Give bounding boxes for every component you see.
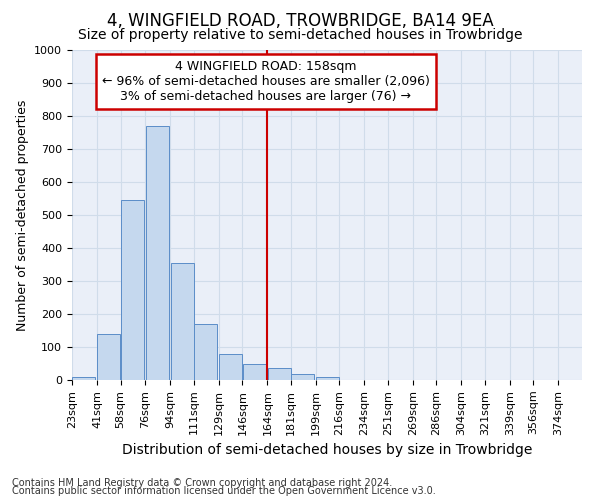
Bar [72,376,95,380]
Bar [121,200,144,380]
Text: Size of property relative to semi-detached houses in Trowbridge: Size of property relative to semi-detach… [78,28,522,42]
Bar [170,263,194,380]
Y-axis label: Number of semi-detached properties: Number of semi-detached properties [16,100,29,330]
X-axis label: Distribution of semi-detached houses by size in Trowbridge: Distribution of semi-detached houses by … [122,443,532,457]
Text: Contains public sector information licensed under the Open Government Licence v3: Contains public sector information licen… [12,486,436,496]
Text: 4, WINGFIELD ROAD, TROWBRIDGE, BA14 9EA: 4, WINGFIELD ROAD, TROWBRIDGE, BA14 9EA [107,12,493,30]
Bar [291,374,314,380]
Bar [268,368,291,380]
Bar [316,376,339,380]
Text: Contains HM Land Registry data © Crown copyright and database right 2024.: Contains HM Land Registry data © Crown c… [12,478,392,488]
Bar [146,126,169,380]
Bar [97,334,120,380]
Bar [219,354,242,380]
Bar [242,364,266,380]
Bar [194,324,217,380]
Text: 4 WINGFIELD ROAD: 158sqm
← 96% of semi-detached houses are smaller (2,096)
3% of: 4 WINGFIELD ROAD: 158sqm ← 96% of semi-d… [102,60,430,103]
